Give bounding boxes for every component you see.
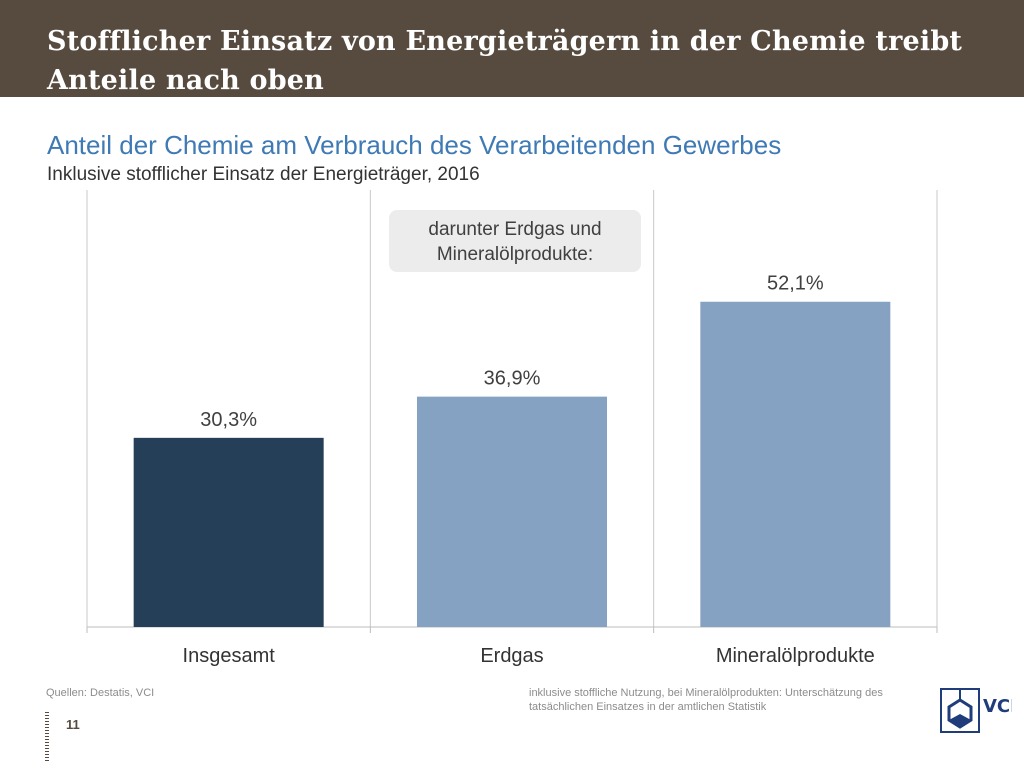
- data-label: 30,3%: [200, 409, 257, 431]
- bar-3: [700, 301, 891, 627]
- category-label: Erdgas: [480, 645, 543, 667]
- data-label: 36,9%: [484, 368, 541, 390]
- page-number: 11: [66, 717, 80, 732]
- chart-bars: 30,3% Insgesamt 36,9% Erdgas 52,1% Mineralölp…: [133, 273, 891, 667]
- annotation-text-line: Mineralölprodukte:: [437, 244, 593, 265]
- category-label: Insgesamt: [183, 645, 276, 667]
- annotation-text-line: darunter Erdgas und: [428, 219, 601, 240]
- bar-1: [133, 437, 324, 627]
- vci-logo-text: VCI: [983, 696, 1012, 717]
- side-ruler: [45, 712, 49, 762]
- slide-title: Stofflicher Einsatz von Energieträgern i…: [47, 26, 963, 96]
- data-label: 52,1%: [767, 273, 824, 295]
- chart-subtitle: Inklusive stofflicher Einsatz der Energi…: [47, 164, 480, 185]
- chart-annotation: darunter Erdgas und Mineralölprodukte:: [389, 210, 641, 272]
- footnote: inklusive stoffliche Nutzung, bei Minera…: [529, 687, 883, 713]
- bar-2: [417, 396, 607, 627]
- vci-logo: VCI: [940, 688, 1012, 733]
- annotation-box: [389, 210, 641, 272]
- title-bar: Stofflicher Einsatz von Energieträgern i…: [0, 0, 1024, 97]
- category-label: Mineralölprodukte: [716, 645, 875, 667]
- chart-title: Anteil der Chemie am Verbrauch des Verar…: [47, 130, 782, 160]
- source-note: Quellen: Destatis, VCI: [46, 687, 155, 699]
